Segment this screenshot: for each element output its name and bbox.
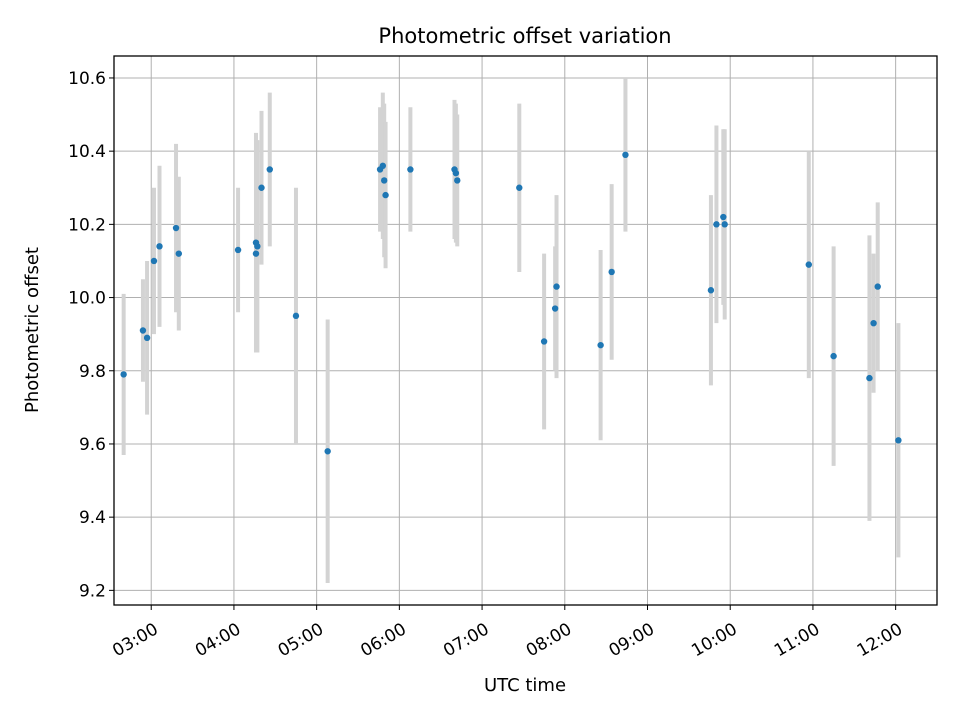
data-point [156,243,163,250]
y-tick-label: 10.6 [68,69,106,89]
y-axis-ticks: 9.2 9.4 9.6 9.8 10.0 10.2 10.4 10.6 [68,69,114,601]
y-tick-label: 9.8 [79,362,106,382]
data-point [721,221,728,228]
data-point [175,250,182,257]
data-point [292,312,300,320]
data-point [597,341,604,349]
chart-title: Photometric offset variation [378,24,671,48]
data-point [874,283,881,290]
data-point [252,250,260,257]
data-point [150,257,158,265]
data-point [608,268,615,276]
data-point [452,169,460,177]
data-point [553,283,560,290]
data-point [622,151,629,159]
data-point [805,261,812,268]
y-tick-label: 9.6 [79,435,106,455]
data-point [380,177,388,184]
data-point [120,371,127,378]
data-point [254,243,261,250]
data-point [139,327,147,334]
y-axis-title: Photometric offset [22,247,43,413]
data-point [540,338,548,345]
data-point [324,448,331,455]
data-point [379,162,387,169]
data-point [713,221,720,228]
data-point [258,184,265,191]
data-point [866,374,873,382]
y-tick-label: 10.4 [68,142,106,162]
data-point [707,287,715,294]
plot-frame [113,55,938,606]
data-point [382,191,389,199]
data-point [234,246,242,254]
data-point [266,166,273,173]
data-point [551,305,559,312]
data-point [172,224,180,232]
x-axis-title: UTC time [484,675,566,696]
y-tick-label: 9.4 [79,508,106,528]
grid [114,56,937,605]
data-points [120,151,902,455]
data-point [720,213,727,221]
data-point [516,184,523,191]
y-tick-label: 10.2 [68,215,106,235]
data-point [895,437,902,444]
data-point [870,319,877,327]
y-tick-label: 10.0 [68,289,106,309]
data-point [454,177,461,184]
data-point [143,334,151,342]
data-point [830,352,837,360]
y-tick-label: 9.2 [79,581,106,601]
data-point [407,166,414,173]
